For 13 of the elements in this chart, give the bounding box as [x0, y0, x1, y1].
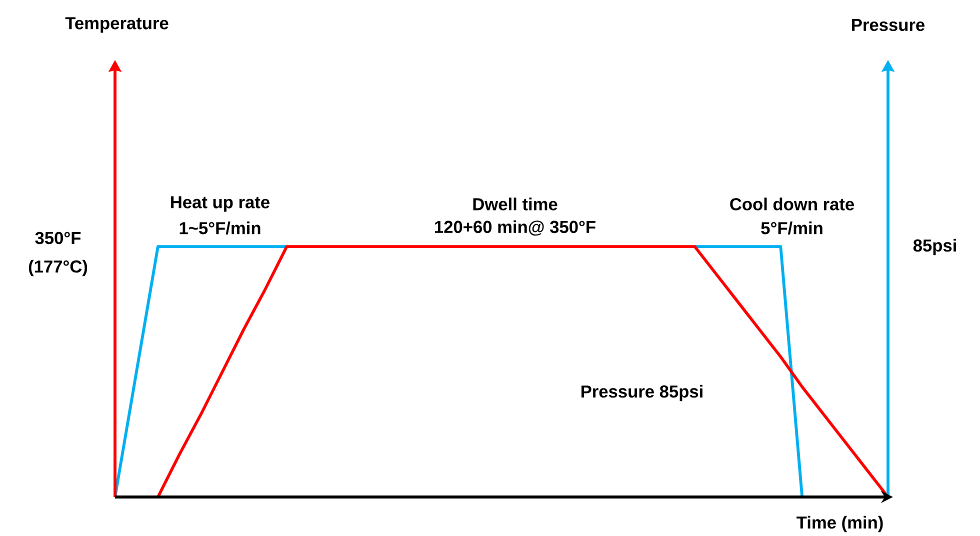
text: 5°F/min [761, 222, 822, 234]
text: Dwell time [473, 198, 558, 210]
text: 85psi [913, 238, 956, 256]
text: (177°C) [28, 260, 88, 276]
text: Pressure [852, 18, 925, 32]
text: 1~5°F/min [180, 222, 260, 234]
annotation: Pressure 85psi [581, 384, 702, 402]
text: 120+60 min@ 350°F [435, 220, 596, 236]
text: Heat up rate [171, 196, 270, 212]
text: Temperature [65, 17, 168, 33]
text: 350°F [35, 232, 81, 244]
text: Cool down rate [730, 198, 854, 210]
x-axis-title: Time (min) [796, 516, 883, 532]
